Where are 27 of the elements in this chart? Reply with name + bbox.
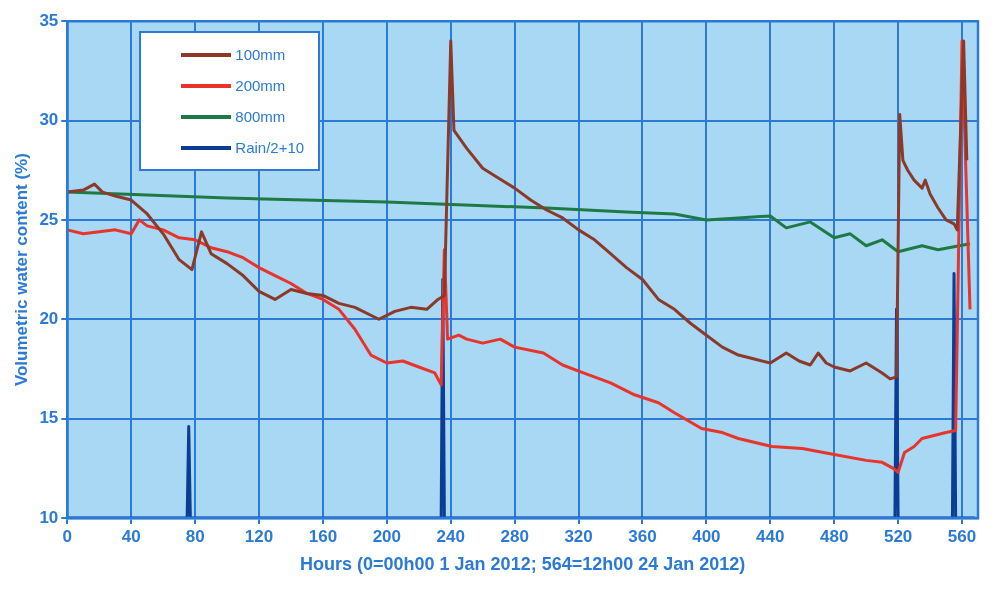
x-tick-label: 440 [756, 526, 785, 546]
y-axis-title: Volumetric water content (%) [11, 153, 31, 387]
legend-label: 100mm [235, 46, 286, 64]
y-tick-label: 30 [39, 110, 59, 130]
x-tick-label: 320 [564, 526, 593, 546]
x-tick-label: 160 [308, 526, 338, 546]
x-tick-label: 560 [947, 526, 977, 546]
x-tick-label: 40 [121, 526, 141, 546]
x-tick-label: 0 [62, 526, 73, 546]
legend-label: 200mm [235, 77, 286, 95]
y-tick-label: 35 [39, 10, 59, 30]
y-tick-label: 20 [39, 308, 59, 328]
x-tick-label: 280 [500, 526, 529, 546]
x-tick-label: 360 [628, 526, 657, 546]
y-tick-label: 25 [39, 209, 59, 229]
x-tick-label: 520 [883, 526, 913, 546]
x-tick-label: 80 [185, 526, 205, 546]
legend-label: Rain/2+10 [235, 139, 305, 157]
x-tick-label: 120 [244, 526, 274, 546]
x-tick-label: 400 [692, 526, 721, 546]
legend-label: 800mm [235, 108, 286, 126]
y-tick-label: 15 [39, 408, 59, 428]
y-tick-label: 10 [39, 507, 59, 527]
x-tick-label: 240 [436, 526, 465, 546]
x-tick-label: 480 [820, 526, 849, 546]
x-axis-title: Hours (0=00h00 1 Jan 2012; 564=12h00 24 Jan 2012) [300, 554, 746, 575]
x-tick-label: 200 [372, 526, 402, 546]
